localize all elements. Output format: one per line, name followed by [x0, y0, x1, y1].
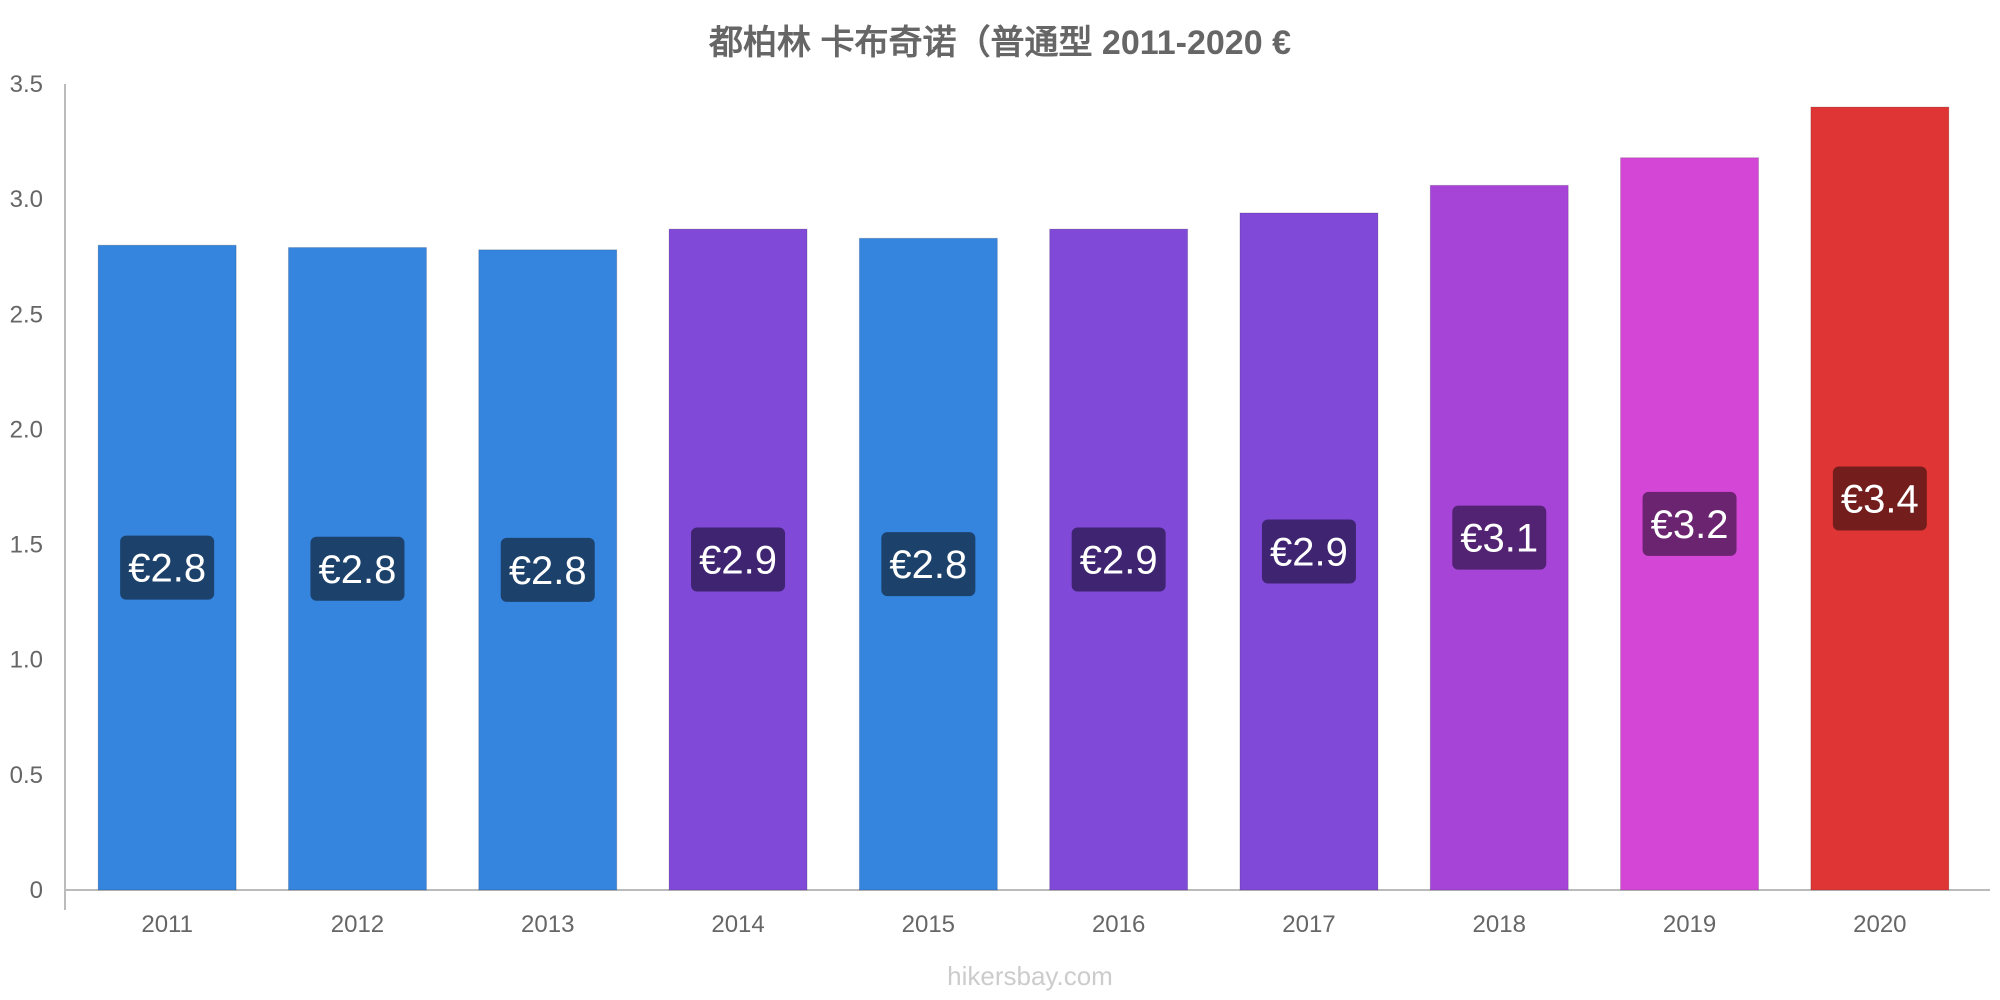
- data-label: €2.9: [699, 539, 777, 583]
- data-label-box: [310, 536, 405, 601]
- data-label-box: [1261, 519, 1356, 584]
- data-labels: €2.8 €2.8 €2.8 €2.9 €2.8 €2.9 €2.9 €3.1 €3.2 €3.4: [120, 466, 1927, 602]
- y-tick-label: 1.0: [10, 647, 43, 674]
- x-tick-label: 2013: [521, 911, 574, 938]
- y-tick-label: 0.5: [10, 762, 43, 789]
- data-label-box: [500, 537, 595, 602]
- x-tick-label: 2019: [1663, 911, 1716, 938]
- y-tick-label: 2.5: [10, 301, 43, 328]
- data-label: €2.9: [1270, 530, 1348, 574]
- data-label: €3.4: [1841, 478, 1919, 522]
- data-label-box: [881, 532, 976, 597]
- x-tick-label: 2018: [1473, 911, 1526, 938]
- data-label: €2.8: [319, 548, 397, 592]
- x-tick-label: 2012: [331, 911, 384, 938]
- x-axis: 2011 2012 2013 2014 2015 2016 2017 2018 2019 2020: [65, 889, 1990, 938]
- y-axis: 0 0.5 1.0 1.5 2.0 2.5 3.0 3.5: [10, 71, 66, 910]
- y-tick-label: 1.5: [10, 532, 43, 559]
- y-tick-label: 2.0: [10, 416, 43, 443]
- data-label: €2.8: [509, 549, 587, 593]
- watermark: hikersbay.com: [947, 961, 1113, 991]
- x-tick-label: 2014: [711, 911, 764, 938]
- data-label: €2.8: [128, 547, 206, 591]
- y-tick-label: 3.0: [10, 186, 43, 213]
- y-tick-label: 0: [30, 877, 43, 904]
- data-label: €3.1: [1460, 517, 1538, 561]
- x-tick-label: 2020: [1853, 911, 1906, 938]
- data-label-box: [120, 535, 215, 600]
- data-label-box: [1642, 491, 1737, 556]
- chart-title: 都柏林 卡布奇诺（普通型 2011-2020 €: [708, 23, 1291, 62]
- y-tick-label: 3.5: [10, 71, 43, 98]
- x-tick-label: 2011: [141, 911, 193, 938]
- data-label-box: [1832, 466, 1927, 531]
- data-label-box: [1452, 505, 1547, 570]
- data-label: €2.9: [1080, 539, 1158, 583]
- data-label-box: [1071, 527, 1166, 592]
- x-tick-label: 2016: [1092, 911, 1145, 938]
- data-label-box: [691, 527, 786, 592]
- x-tick-label: 2017: [1282, 911, 1335, 938]
- data-label: €2.8: [889, 543, 967, 587]
- data-label: €3.2: [1651, 503, 1729, 547]
- x-tick-label: 2015: [902, 911, 955, 938]
